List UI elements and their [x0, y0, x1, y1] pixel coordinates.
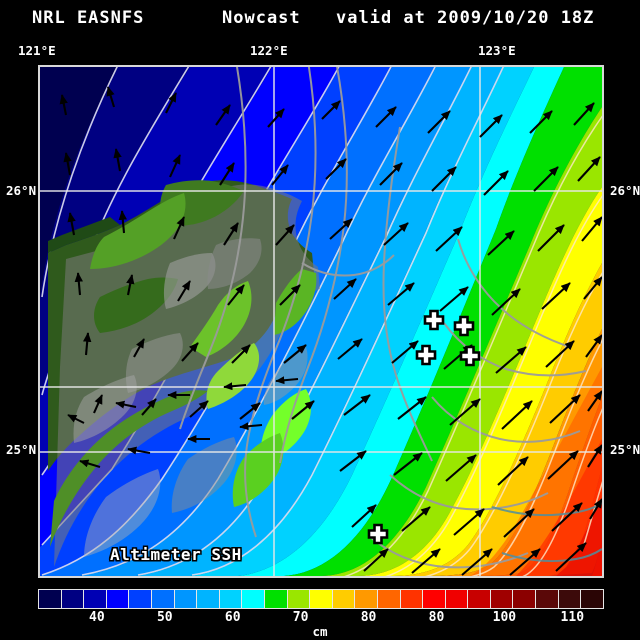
colorbar-cell-16	[400, 590, 424, 608]
colorbar-cell-9	[242, 590, 265, 608]
lat-tick-right-25n: 25°N	[610, 442, 640, 457]
colorbar-cell-1	[61, 590, 85, 608]
colorbar-cell-21	[513, 590, 537, 608]
colorbar-tick-70-3: 70	[292, 610, 309, 625]
marker-plus[interactable]	[453, 315, 475, 337]
colorbar-tick-100-6: 100	[492, 610, 517, 625]
lat-tick-left-26n: 26°N	[6, 183, 37, 198]
colorbar-cell-12	[310, 590, 333, 608]
colorbar-tick-labels: 40 50 60 70 80 80 100 110	[38, 610, 604, 626]
colorbar-cell-22	[536, 590, 559, 608]
colorbar-cell-19	[468, 590, 491, 608]
colorbar-tick-110-7: 110	[560, 610, 585, 625]
colorbar-tick-50-1: 50	[156, 610, 173, 625]
colorbar-cell-17	[423, 590, 446, 608]
title-valid-time: valid at 2009/10/20 18Z	[336, 8, 595, 28]
map-canvas	[40, 67, 602, 576]
title-product-kind: Nowcast	[222, 8, 301, 28]
colorbar-cell-8	[219, 590, 243, 608]
marker-plus[interactable]	[459, 345, 481, 367]
current-vectors-shelf	[67, 376, 299, 468]
colorbar-cell-15	[377, 590, 401, 608]
ssh-gray-contours	[179, 67, 587, 569]
colorbar-cell-2	[84, 590, 107, 608]
lon-tick-122e: 122°E	[250, 43, 288, 58]
colorbar-tick-60-2: 60	[224, 610, 241, 625]
colorbar-tick-80-4: 80	[360, 610, 377, 625]
colorbar-cell-18	[445, 590, 469, 608]
map-panel[interactable]: Altimeter SSH 20 cm/s	[38, 65, 604, 578]
colorbar-cell-24	[581, 590, 603, 608]
marker-plus[interactable]	[415, 344, 437, 366]
lon-tick-121e: 121°E	[18, 43, 56, 58]
colorbar-cell-5	[151, 590, 175, 608]
lon-tick-123e: 123°E	[478, 43, 516, 58]
colorbar-cell-7	[197, 590, 220, 608]
colorbar-cell-11	[287, 590, 311, 608]
colorbar-cell-10	[264, 590, 288, 608]
field-label: Altimeter SSH	[110, 545, 242, 564]
colorbar-tick-40-0: 40	[89, 610, 105, 625]
marker-plus[interactable]	[367, 523, 389, 545]
colorbar-cell-0	[39, 590, 62, 608]
lat-tick-right-26n: 26°N	[610, 183, 640, 198]
lat-tick-left-25n: 25°N	[6, 442, 37, 457]
colorbar[interactable]	[38, 589, 604, 609]
colorbar-cell-4	[129, 590, 152, 608]
kuroshio-core-shading	[470, 367, 602, 576]
colorbar-tick-80-5: 80	[428, 610, 445, 625]
figure-title: NRL EASNFS Nowcast valid at 2009/10/20 1…	[0, 6, 640, 30]
observation-markers[interactable]	[367, 309, 481, 545]
colorbar-cell-6	[174, 590, 198, 608]
colorbar-cell-13	[332, 590, 356, 608]
colorbar-unit-label: cm	[312, 624, 328, 639]
title-model: NRL EASNFS	[32, 8, 145, 28]
colorbar-cell-14	[355, 590, 378, 608]
marker-plus[interactable]	[423, 309, 445, 331]
colorbar-cell-20	[490, 590, 514, 608]
current-vectors	[59, 86, 602, 576]
colorbar-cell-3	[106, 590, 130, 608]
colorbar-cell-23	[558, 590, 582, 608]
